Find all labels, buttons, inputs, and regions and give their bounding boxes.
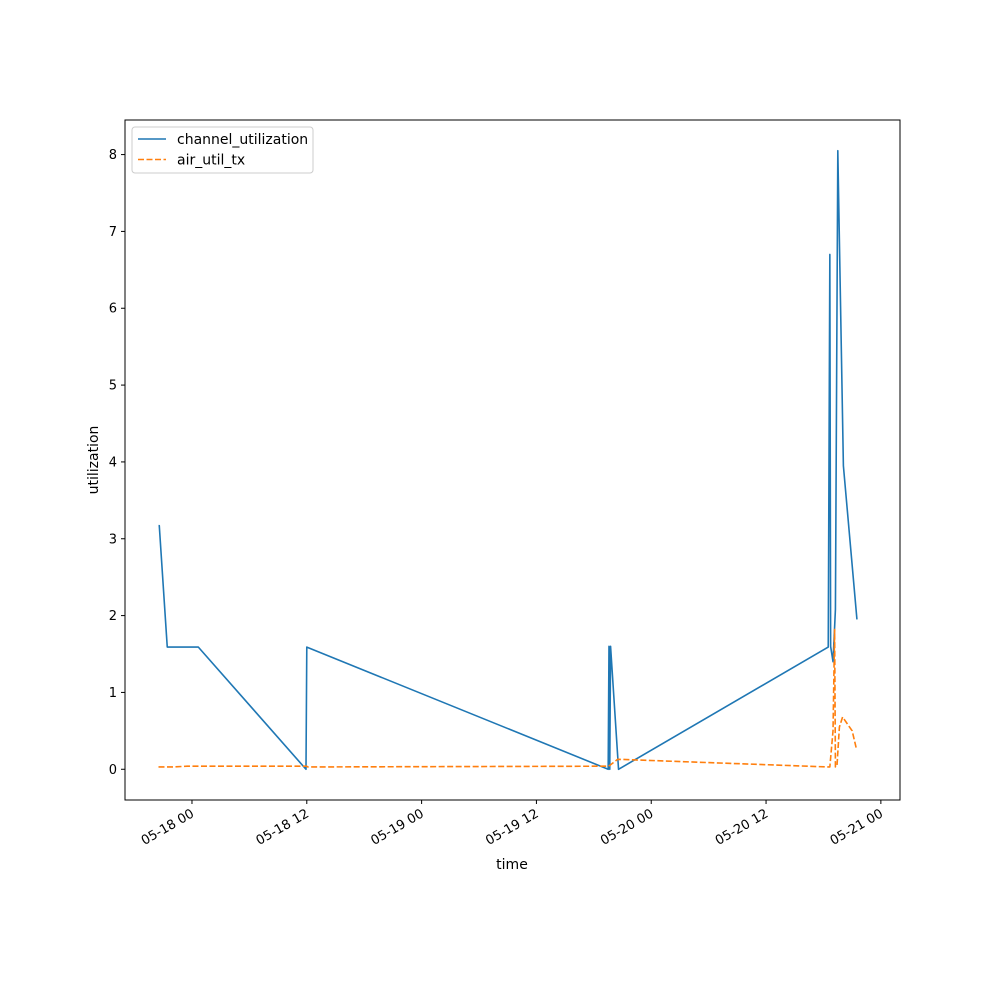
y-tick-label: 7 — [109, 225, 117, 240]
y-tick-label: 1 — [109, 686, 117, 701]
y-axis: 0 1 2 3 4 5 6 7 8 — [109, 148, 125, 778]
legend-label-channel-utilization: channel_utilization — [177, 132, 308, 148]
y-tick-label: 4 — [109, 455, 117, 470]
series-line-channel-utilization — [158, 149, 858, 771]
y-tick-label: 0 — [109, 763, 117, 778]
y-tick-label: 5 — [109, 379, 117, 394]
y-axis-label: utilization — [86, 426, 102, 495]
series-line-air-util-tx — [158, 628, 857, 768]
series-layer — [158, 149, 858, 771]
legend-label-air-util-tx: air_util_tx — [177, 153, 245, 169]
plot-frame — [124, 119, 901, 801]
legend-box — [131, 126, 314, 174]
y-tick-label: 2 — [109, 609, 117, 624]
x-axis-label: time — [496, 857, 528, 873]
y-tick-label: 6 — [109, 302, 117, 317]
legend: channel_utilization air_util_tx — [131, 126, 314, 174]
y-tick-label: 3 — [109, 532, 117, 547]
y-tick-label: 8 — [109, 148, 117, 163]
